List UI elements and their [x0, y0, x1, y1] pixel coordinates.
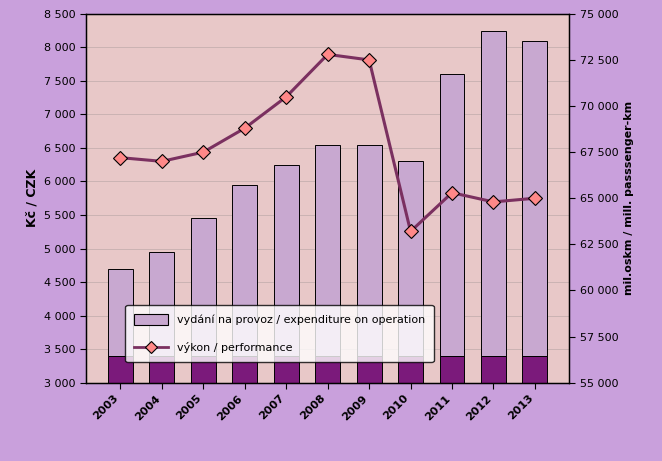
- Bar: [232, 185, 258, 356]
- Bar: [481, 30, 506, 356]
- Bar: [108, 269, 133, 356]
- Bar: [315, 145, 340, 356]
- Bar: [481, 356, 506, 461]
- Y-axis label: Kč / CZK: Kč / CZK: [25, 169, 38, 227]
- Bar: [440, 74, 465, 356]
- Y-axis label: mil.oskm / mill. passsenger-km: mil.oskm / mill. passsenger-km: [624, 101, 634, 296]
- Bar: [522, 41, 547, 356]
- Bar: [357, 356, 381, 461]
- Bar: [522, 356, 547, 461]
- Bar: [315, 356, 340, 461]
- Legend: vydání na provoz / expenditure on operation, výkon / performance: vydání na provoz / expenditure on operat…: [125, 305, 434, 362]
- Bar: [150, 252, 174, 356]
- Bar: [440, 356, 465, 461]
- Bar: [357, 145, 381, 356]
- Bar: [398, 356, 423, 461]
- Bar: [191, 219, 216, 356]
- Bar: [274, 165, 299, 356]
- Bar: [398, 161, 423, 356]
- Bar: [108, 356, 133, 461]
- Bar: [150, 356, 174, 461]
- Bar: [232, 356, 258, 461]
- Bar: [274, 356, 299, 461]
- Bar: [191, 356, 216, 461]
